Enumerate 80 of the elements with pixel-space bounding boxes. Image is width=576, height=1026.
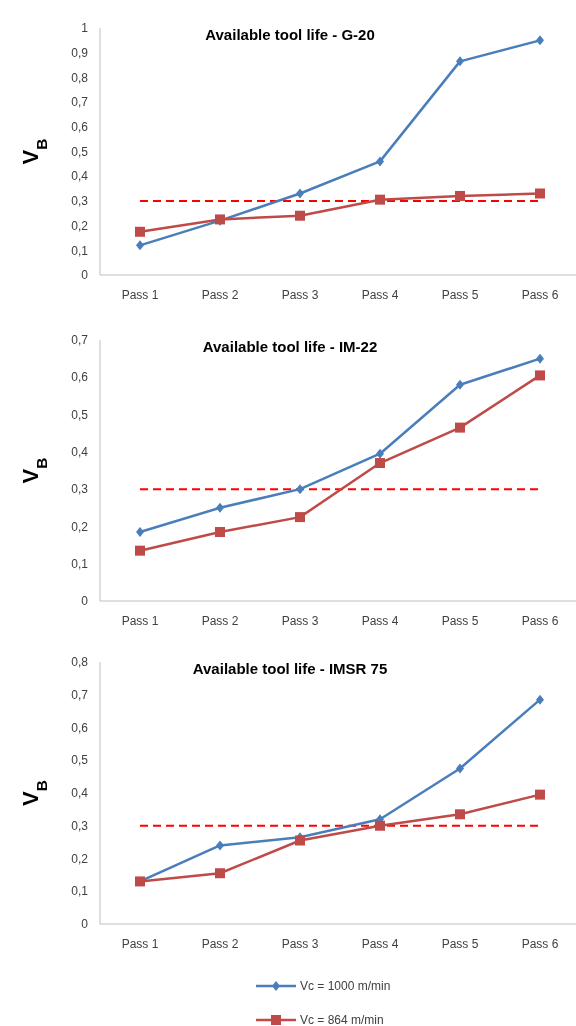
x-tick-label: Pass 5 — [441, 937, 479, 951]
y-tick-label: 0,1 — [71, 884, 89, 899]
legend-label: Vc = 1000 m/min — [300, 979, 391, 994]
point — [536, 694, 544, 705]
y-tick-label: 0,4 — [71, 786, 89, 801]
point — [295, 210, 305, 221]
point — [215, 527, 225, 538]
y-tick-label: 0 — [81, 594, 89, 609]
y-tick-label: 0,8 — [71, 70, 89, 85]
point — [296, 484, 304, 495]
x-tick-label: Pass 4 — [361, 937, 399, 951]
y-tick-label: 0,3 — [71, 818, 89, 833]
point — [376, 448, 384, 459]
y-tick-label: 0,6 — [71, 370, 89, 385]
point — [135, 545, 145, 556]
point — [136, 240, 144, 251]
x-tick-label: Pass 6 — [521, 614, 559, 628]
point — [536, 353, 544, 364]
x-tick-label: Pass 6 — [521, 937, 559, 951]
point — [216, 840, 224, 851]
y-tick-label: 0,8 — [71, 655, 89, 670]
point — [216, 502, 224, 513]
point — [455, 422, 465, 433]
point — [376, 156, 384, 167]
x-tick-label: Pass 3 — [281, 288, 319, 302]
point — [536, 35, 544, 46]
y-tick-label: 1 — [81, 21, 89, 36]
y-tick-label: 0,7 — [71, 687, 89, 702]
y-tick-label: 0,3 — [71, 194, 89, 209]
x-tick-label: Pass 5 — [441, 614, 479, 628]
y-tick-label: 0,4 — [71, 445, 89, 460]
point — [296, 188, 304, 199]
x-tick-label: Pass 4 — [361, 288, 399, 302]
x-tick-label: Pass 1 — [121, 614, 159, 628]
x-tick-label: Pass 5 — [441, 288, 479, 302]
point — [535, 370, 545, 381]
chart-title: Available tool life - IM-22 — [202, 338, 378, 355]
point — [375, 194, 385, 205]
point — [455, 190, 465, 201]
y-tick-label: 0,5 — [71, 407, 89, 422]
x-tick-label: Pass 2 — [201, 288, 239, 302]
point — [456, 56, 464, 67]
point — [135, 226, 145, 237]
point — [375, 820, 385, 831]
y-tick-label: 0,4 — [71, 169, 89, 184]
y-tick-label: 0,9 — [71, 45, 89, 60]
legend-label: Vc = 864 m/min — [300, 1013, 384, 1026]
point — [295, 512, 305, 523]
point — [215, 868, 225, 879]
point — [456, 379, 464, 390]
y-tick-label: 0,5 — [71, 753, 89, 768]
x-tick-label: Pass 1 — [121, 288, 159, 302]
y-tick-label: 0,6 — [71, 120, 89, 134]
y-tick-label: 0,2 — [71, 519, 89, 534]
point — [375, 458, 385, 469]
point — [535, 188, 545, 199]
x-tick-label: Pass 2 — [201, 937, 239, 951]
y-tick-label: 0 — [81, 268, 89, 283]
chart-title: Available tool life - G-20 — [205, 26, 375, 43]
y-tick-label: 0,1 — [71, 243, 89, 258]
point — [456, 763, 464, 774]
x-tick-label: Pass 4 — [361, 614, 399, 628]
x-tick-label: Pass 2 — [201, 614, 239, 628]
y-tick-label: 0,3 — [71, 482, 89, 497]
point — [455, 809, 465, 820]
y-tick-label: 0,6 — [71, 720, 89, 735]
y-tick-label: 0,7 — [71, 95, 89, 110]
x-tick-label: Pass 3 — [281, 937, 319, 951]
y-tick-label: 0,5 — [71, 144, 89, 159]
x-tick-label: Pass 3 — [281, 614, 319, 628]
y-tick-label: 0,2 — [71, 851, 89, 866]
x-tick-label: Pass 6 — [521, 288, 559, 302]
x-tick-label: Pass 1 — [121, 937, 159, 951]
chart-title: Available tool life - IMSR 75 — [192, 660, 388, 677]
y-tick-label: 0,7 — [71, 333, 89, 348]
point — [535, 789, 545, 800]
y-tick-label: 0 — [81, 917, 89, 932]
y-tick-label: 0,1 — [71, 556, 89, 571]
point — [136, 527, 144, 538]
y-tick-label: 0,2 — [71, 218, 89, 233]
